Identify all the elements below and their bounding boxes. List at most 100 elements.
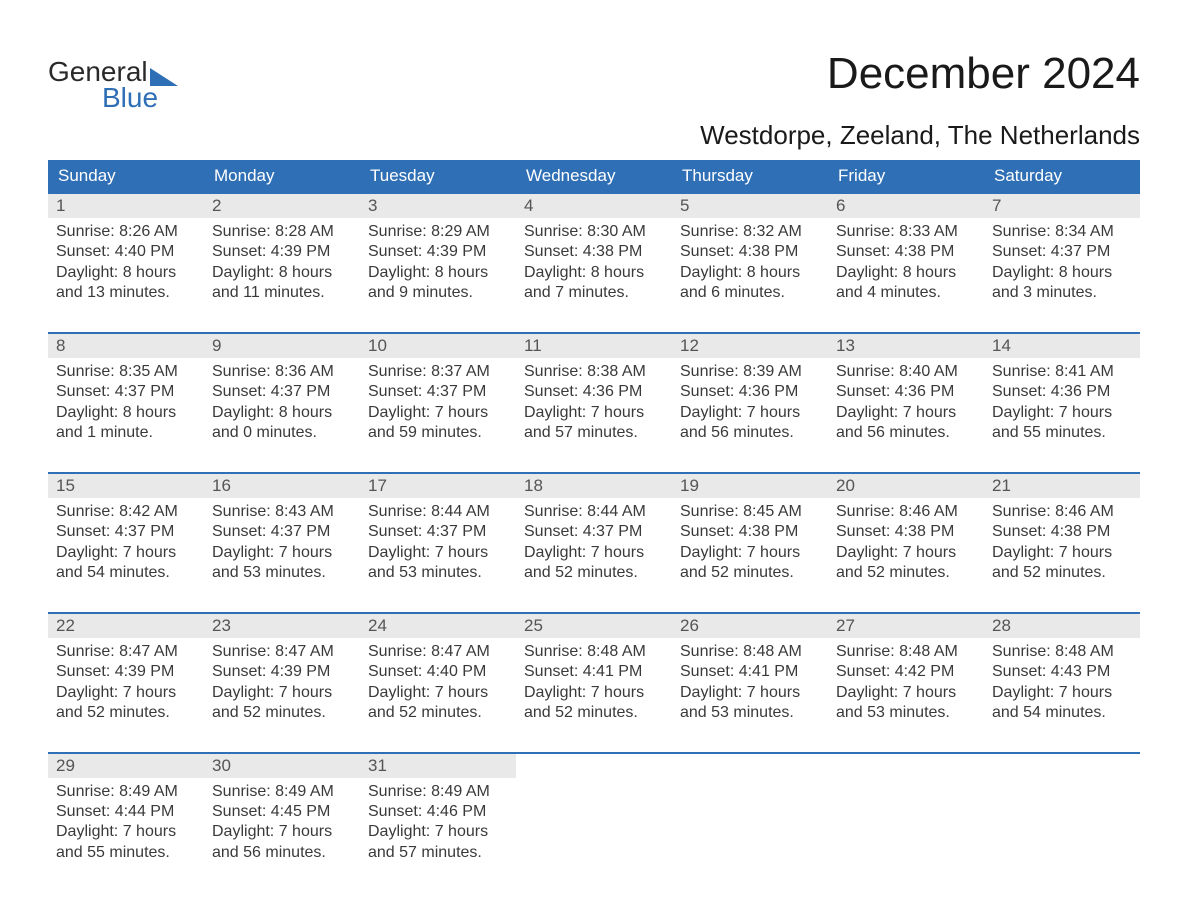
day-number: 6 — [828, 194, 984, 218]
day-number: 16 — [204, 474, 360, 498]
day-cell: 9Sunrise: 8:36 AMSunset: 4:37 PMDaylight… — [204, 334, 360, 454]
day-sunrise: Sunrise: 8:47 AM — [56, 642, 196, 662]
day-d2: and 57 minutes. — [368, 843, 508, 863]
day-sunrise: Sunrise: 8:46 AM — [992, 502, 1132, 522]
day-number: 3 — [360, 194, 516, 218]
day-sunrise: Sunrise: 8:35 AM — [56, 362, 196, 382]
day-d2: and 57 minutes. — [524, 423, 664, 443]
day-cell: 5 Sunrise: 8:32 AMSunset: 4:38 PMDaylight… — [672, 194, 828, 314]
day-sunrise: Sunrise: 8:49 AM — [56, 782, 196, 802]
day-details: Sunrise: 8:49 AMSunset: 4:46 PMDaylight:… — [368, 782, 508, 864]
day-number: 30 — [204, 754, 360, 778]
weeks-container: 1Sunrise: 8:26 AMSunset: 4:40 PMDaylight… — [48, 192, 1140, 873]
day-details: Sunrise: 8:44 AMSunset: 4:37 PMDaylight:… — [368, 502, 508, 584]
day-d1: Daylight: 8 hours — [212, 403, 352, 423]
day-d2: and 59 minutes. — [368, 423, 508, 443]
day-sunset: Sunset: 4:37 PM — [368, 522, 508, 542]
week-row: 8Sunrise: 8:35 AMSunset: 4:37 PMDaylight… — [48, 332, 1140, 454]
dow-thursday: Thursday — [672, 160, 828, 192]
day-sunset: Sunset: 4:36 PM — [992, 382, 1132, 402]
day-cell: ..... — [672, 754, 828, 874]
day-number: 28 — [984, 614, 1140, 638]
day-of-week-header: Sunday Monday Tuesday Wednesday Thursday… — [48, 160, 1140, 192]
day-d2: and 56 minutes. — [680, 423, 820, 443]
day-cell: 22Sunrise: 8:47 AMSunset: 4:39 PMDayligh… — [48, 614, 204, 734]
day-sunrise: Sunrise: 8:38 AM — [524, 362, 664, 382]
day-cell: 21Sunrise: 8:46 AMSunset: 4:38 PMDayligh… — [984, 474, 1140, 594]
day-cell: 25Sunrise: 8:48 AMSunset: 4:41 PMDayligh… — [516, 614, 672, 734]
day-details: Sunrise: 8:35 AMSunset: 4:37 PMDaylight:… — [56, 362, 196, 444]
day-sunrise: Sunrise: 8:47 AM — [212, 642, 352, 662]
day-sunrise: Sunrise: 8:41 AM — [992, 362, 1132, 382]
day-d2: and 54 minutes. — [56, 563, 196, 583]
day-sunrise: Sunrise: 8:30 AM — [524, 222, 664, 242]
day-number: 17 — [360, 474, 516, 498]
day-number: 5 — [672, 194, 828, 218]
day-d2: and 0 minutes. — [212, 423, 352, 443]
day-d1: Daylight: 7 hours — [680, 403, 820, 423]
day-d1: Daylight: 7 hours — [524, 543, 664, 563]
day-number: 22 — [48, 614, 204, 638]
day-sunset: Sunset: 4:41 PM — [680, 662, 820, 682]
day-number: 14 — [984, 334, 1140, 358]
day-details: Sunrise: 8:32 AMSunset: 4:38 PMDaylight:… — [680, 222, 820, 304]
day-d1: Daylight: 7 hours — [56, 822, 196, 842]
day-d2: and 55 minutes. — [992, 423, 1132, 443]
day-cell: 23Sunrise: 8:47 AMSunset: 4:39 PMDayligh… — [204, 614, 360, 734]
day-cell: 31Sunrise: 8:49 AMSunset: 4:46 PMDayligh… — [360, 754, 516, 874]
day-d2: and 13 minutes. — [56, 283, 196, 303]
week-row: 22Sunrise: 8:47 AMSunset: 4:39 PMDayligh… — [48, 612, 1140, 734]
day-details: Sunrise: 8:45 AMSunset: 4:38 PMDaylight:… — [680, 502, 820, 584]
day-d1: Daylight: 7 hours — [836, 403, 976, 423]
day-number: 24 — [360, 614, 516, 638]
day-sunrise: Sunrise: 8:45 AM — [680, 502, 820, 522]
day-details: Sunrise: 8:38 AMSunset: 4:36 PMDaylight:… — [524, 362, 664, 444]
day-sunset: Sunset: 4:37 PM — [56, 522, 196, 542]
day-cell: 18Sunrise: 8:44 AMSunset: 4:37 PMDayligh… — [516, 474, 672, 594]
day-d1: Daylight: 7 hours — [368, 822, 508, 842]
day-sunrise: Sunrise: 8:33 AM — [836, 222, 976, 242]
day-d1: Daylight: 7 hours — [212, 543, 352, 563]
day-sunrise: Sunrise: 8:44 AM — [524, 502, 664, 522]
day-details: Sunrise: 8:30 AMSunset: 4:38 PMDaylight:… — [524, 222, 664, 304]
day-sunset: Sunset: 4:39 PM — [212, 242, 352, 262]
day-sunrise: Sunrise: 8:46 AM — [836, 502, 976, 522]
day-d2: and 53 minutes. — [368, 563, 508, 583]
day-sunset: Sunset: 4:37 PM — [212, 382, 352, 402]
day-number: 23 — [204, 614, 360, 638]
day-d1: Daylight: 8 hours — [680, 263, 820, 283]
week-row: 1Sunrise: 8:26 AMSunset: 4:40 PMDaylight… — [48, 192, 1140, 314]
day-cell: 6Sunrise: 8:33 AMSunset: 4:38 PMDaylight… — [828, 194, 984, 314]
dow-saturday: Saturday — [984, 160, 1140, 192]
day-sunset: Sunset: 4:38 PM — [680, 242, 820, 262]
dow-friday: Friday — [828, 160, 984, 192]
day-d2: and 56 minutes. — [212, 843, 352, 863]
week-row: 15Sunrise: 8:42 AMSunset: 4:37 PMDayligh… — [48, 472, 1140, 594]
day-details: Sunrise: 8:47 AMSunset: 4:40 PMDaylight:… — [368, 642, 508, 724]
day-d2: and 55 minutes. — [56, 843, 196, 863]
day-d1: Daylight: 7 hours — [212, 822, 352, 842]
day-sunrise: Sunrise: 8:37 AM — [368, 362, 508, 382]
day-number: 21 — [984, 474, 1140, 498]
day-number: 7 — [984, 194, 1140, 218]
day-sunrise: Sunrise: 8:28 AM — [212, 222, 352, 242]
day-d2: and 52 minutes. — [212, 703, 352, 723]
dow-sunday: Sunday — [48, 160, 204, 192]
day-cell: 15Sunrise: 8:42 AMSunset: 4:37 PMDayligh… — [48, 474, 204, 594]
brand-logo: General Blue — [48, 58, 178, 112]
day-sunrise: Sunrise: 8:40 AM — [836, 362, 976, 382]
day-sunrise: Sunrise: 8:48 AM — [680, 642, 820, 662]
day-d1: Daylight: 7 hours — [836, 543, 976, 563]
day-d1: Daylight: 8 hours — [368, 263, 508, 283]
day-d1: Daylight: 7 hours — [56, 543, 196, 563]
month-title: December 2024 — [700, 50, 1140, 98]
calendar-page: General Blue December 2024 Westdorpe, Ze… — [0, 0, 1188, 903]
day-cell: 29Sunrise: 8:49 AMSunset: 4:44 PMDayligh… — [48, 754, 204, 874]
day-d2: and 53 minutes. — [836, 703, 976, 723]
day-cell: 28Sunrise: 8:48 AMSunset: 4:43 PMDayligh… — [984, 614, 1140, 734]
day-d2: and 4 minutes. — [836, 283, 976, 303]
day-sunrise: Sunrise: 8:49 AM — [368, 782, 508, 802]
day-cell: 11Sunrise: 8:38 AMSunset: 4:36 PMDayligh… — [516, 334, 672, 454]
day-d2: and 54 minutes. — [992, 703, 1132, 723]
day-cell: ..... — [516, 754, 672, 874]
